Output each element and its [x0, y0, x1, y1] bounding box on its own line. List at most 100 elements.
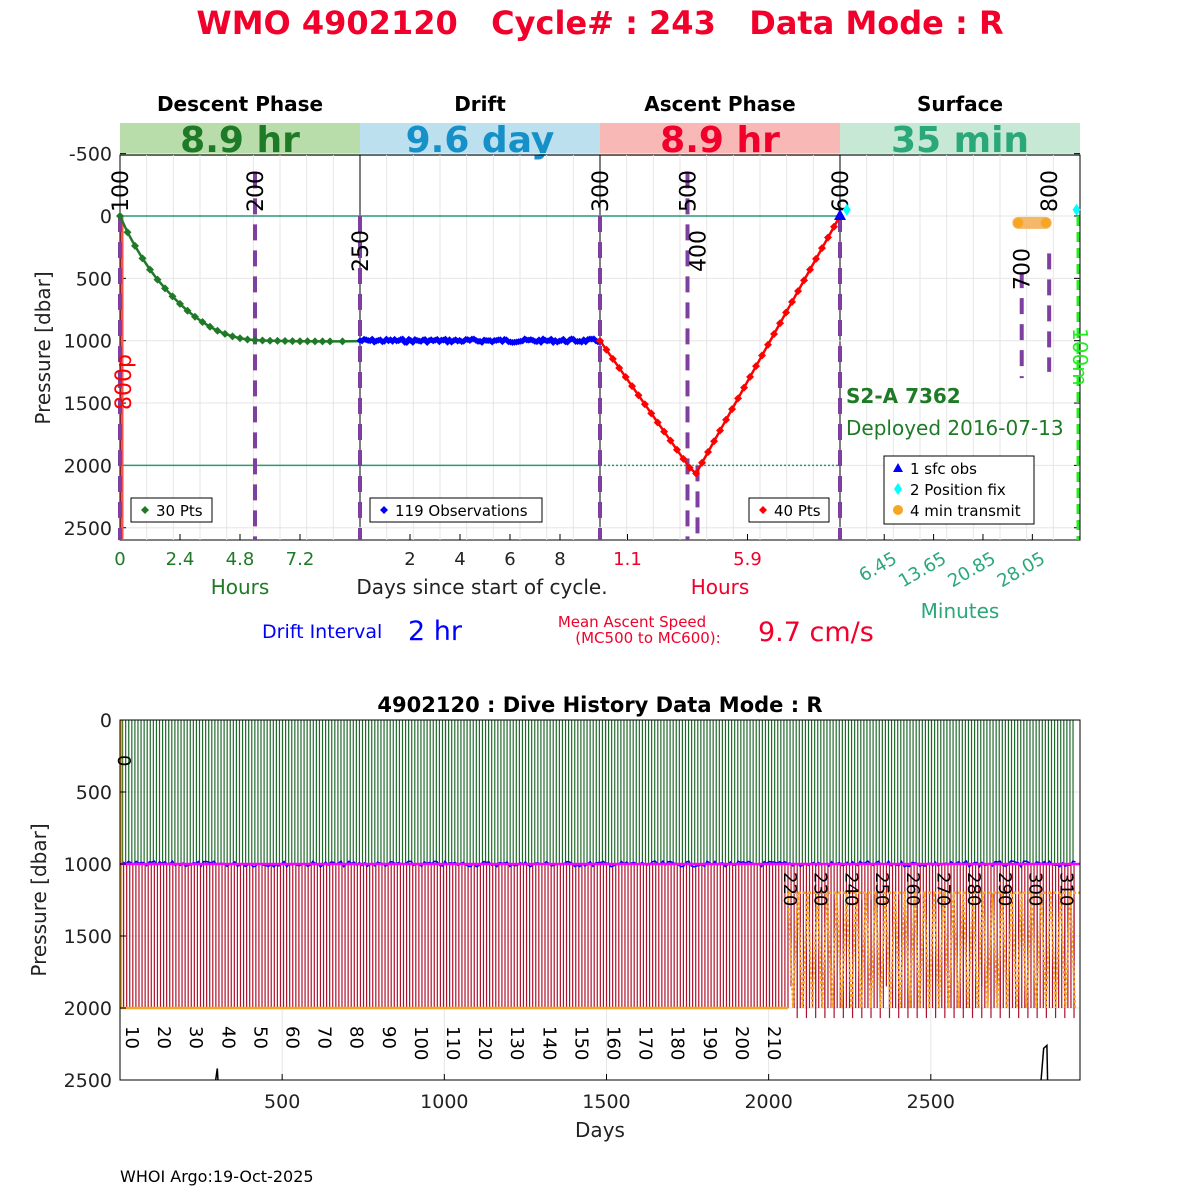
ascent-point: [746, 372, 755, 381]
x-tick-label-drift: 6: [504, 549, 515, 570]
cycle-label: 300: [1025, 872, 1046, 906]
y-tick-label: 1500: [64, 926, 112, 948]
legend-marker-triangle: [893, 463, 903, 472]
legend-surface-label: 4 min transmit: [910, 502, 1021, 520]
legend-surface-label: 1 sfc obs: [910, 460, 977, 478]
descent-point: [288, 337, 297, 346]
ascent-point: [692, 469, 701, 478]
side-label-park: 800p: [112, 354, 137, 410]
x-tick-label: 500: [264, 1091, 300, 1113]
legend-surface-box: [883, 455, 1035, 525]
descent-point: [138, 254, 147, 263]
ascent-point: [752, 362, 761, 371]
ascent-point: [758, 351, 767, 360]
cycle-label: 260: [902, 872, 923, 906]
x-tick-label-drift: 4: [454, 549, 465, 570]
ascent-speed-value: 9.7 cm/s: [758, 617, 874, 648]
ascent-speed-sub: (MC500 to MC600):: [575, 629, 720, 647]
descent-point: [176, 299, 184, 308]
cycle-label: 150: [570, 1026, 591, 1060]
figure-title: WMO 4902120 Cycle# : 243 Data Mode : R: [196, 4, 1003, 42]
phase-title-descent: Descent Phase: [157, 92, 323, 116]
descent-point: [296, 337, 304, 346]
cycle-label: 160: [603, 1026, 624, 1060]
descent-point: [213, 326, 222, 335]
ascent-point: [722, 415, 731, 424]
mission-code-label-800: 800: [1038, 170, 1063, 212]
x-tick-label-ascent: 1.1: [613, 549, 642, 570]
cycle-label: 190: [699, 1026, 720, 1060]
legend-drift-label: 119 Observations: [395, 502, 528, 520]
x-tick-label-descent: 2.4: [166, 549, 195, 570]
legend-marker-diamond: [894, 483, 902, 495]
cycle-label: 280: [963, 872, 984, 906]
y-tick-label: 2000: [64, 998, 112, 1020]
x-tick-label-descent: 4.8: [226, 549, 255, 570]
x-axis-label-descent: Hours: [211, 575, 270, 599]
ascent-point: [782, 308, 791, 317]
ascent-point: [698, 458, 707, 467]
cycle-label: 130: [506, 1026, 527, 1060]
cycle-label: 0: [113, 755, 134, 766]
ascent-point: [602, 345, 611, 354]
ascent-point: [704, 447, 713, 456]
cycle-label: 120: [474, 1026, 495, 1060]
phase-duration-ascent: 8.9 hr: [660, 120, 780, 161]
descent-point: [303, 337, 312, 346]
legend-descent-marker: [141, 506, 149, 514]
y-axis-label: Pressure [dbar]: [31, 271, 55, 424]
x-tick-label-descent: 7.2: [286, 549, 315, 570]
ascent-point: [740, 383, 749, 392]
depth-anomaly-spike: [214, 1068, 219, 1081]
legend-ascent-marker: [759, 506, 767, 514]
ascent-point: [818, 244, 827, 253]
cycle-label: 10: [121, 1026, 142, 1049]
ascent-point: [812, 254, 821, 263]
descent-point: [198, 317, 207, 326]
mission-code-label-600: 600: [829, 170, 854, 212]
legend-marker-circle: [893, 505, 903, 515]
phase-banner-descent: [120, 123, 360, 156]
y-tick-label: 0: [100, 710, 112, 732]
float-name: S2-A 7362: [846, 384, 961, 408]
cycle-label: 210: [763, 1026, 784, 1060]
descent-point: [146, 265, 154, 274]
legend-surface: 1 sfc obs 2 Position fix 4 min transmit: [883, 455, 1035, 525]
ascent-point: [824, 233, 833, 242]
y-tick-label: 2500: [64, 1070, 112, 1092]
cycle-label: 60: [282, 1026, 303, 1049]
descent-point: [191, 312, 199, 321]
cycle-label: 200: [731, 1026, 752, 1060]
ascent-point: [770, 329, 779, 338]
y-tick-label: 1500: [64, 393, 112, 415]
cycle-label: 310: [1055, 872, 1076, 906]
phase-banner-surface: [840, 123, 1080, 156]
ascent-point: [685, 463, 694, 472]
drift-interval-label: Drift Interval: [262, 621, 382, 643]
ascent-point: [660, 427, 669, 436]
x-axis-label-surface: Minutes: [921, 599, 1000, 623]
x-tick-label-drift: 8: [554, 549, 565, 570]
cycle-label: 80: [346, 1026, 367, 1049]
x-tick-label-surface: 28.05: [994, 548, 1049, 592]
annotation-row: Drift Interval 2 hr Mean Ascent Speed (M…: [262, 613, 874, 648]
x-tick-label-surface: 13.65: [895, 548, 950, 592]
y-tick-label: 2500: [64, 518, 112, 540]
ascent-point: [716, 426, 725, 435]
descent-point: [243, 335, 252, 344]
depth-anomaly-spike: [1040, 1043, 1049, 1081]
ascent-point: [640, 400, 649, 409]
phase-duration-drift: 9.6 day: [406, 120, 555, 161]
cycle-label: 170: [635, 1026, 656, 1060]
x-tick-label-surface: 6.45: [856, 548, 901, 586]
cycle-label: 50: [249, 1026, 270, 1049]
dive-history-chart: 4902120 : Dive History Data Mode : R 0 10 2…: [27, 693, 1081, 1142]
descent-point: [311, 337, 319, 346]
transmit-point: [1013, 217, 1024, 228]
ascent-point: [621, 373, 630, 382]
cycle-label: 110: [442, 1026, 463, 1060]
descent-point: [236, 334, 244, 343]
legend-drift-marker: [380, 506, 388, 514]
descent-point: [116, 212, 124, 220]
ascent-point: [608, 354, 617, 363]
